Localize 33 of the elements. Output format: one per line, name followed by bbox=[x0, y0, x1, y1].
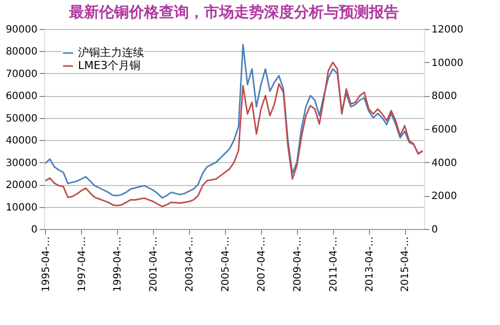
x-tick-label: 2015-04-… bbox=[400, 236, 412, 292]
x-tick-label: 2011-04-… bbox=[328, 236, 340, 292]
x-tick-label: 2009-04-… bbox=[292, 236, 304, 292]
y-tick-label: 20000 bbox=[6, 180, 38, 192]
y2-tick-label: 2000 bbox=[432, 191, 457, 202]
x-tick-label: 1997-04-… bbox=[76, 236, 88, 292]
x-tick-label: 1995-04-… bbox=[40, 236, 52, 292]
x-tick-label: 1999-04-… bbox=[112, 236, 124, 292]
x-tick-label: 2003-04-… bbox=[184, 236, 196, 292]
y2-tick-label: 4000 bbox=[432, 158, 457, 169]
x-tick-label: 2005-04-… bbox=[220, 236, 232, 292]
y-tick-label: 0 bbox=[31, 224, 38, 236]
legend-label: 沪铜主力连续 bbox=[78, 46, 144, 59]
y2-tick-label: 0 bbox=[432, 224, 438, 236]
y2-tick-label: 6000 bbox=[432, 124, 457, 136]
x-tick-label: 2007-04-… bbox=[256, 236, 268, 292]
y-tick-label: 90000 bbox=[6, 24, 38, 36]
y2-tick-label: 10000 bbox=[432, 58, 464, 69]
chart-title: 最新伦铜价格查询，市场走势深度分析与预测报告 bbox=[68, 3, 399, 21]
y-tick-label: 70000 bbox=[6, 68, 38, 80]
y2-tick-label: 8000 bbox=[432, 91, 457, 102]
line-series bbox=[44, 62, 424, 208]
x-tick-label: 2013-04-… bbox=[364, 236, 376, 292]
y-tick-label: 40000 bbox=[6, 136, 38, 147]
line-series bbox=[44, 44, 424, 199]
y-tick-label: 10000 bbox=[6, 202, 38, 214]
y-tick-label: 60000 bbox=[6, 91, 38, 102]
y2-tick-label: 12000 bbox=[432, 24, 464, 36]
y-tick-label: 50000 bbox=[6, 113, 38, 124]
y-tick-label: 80000 bbox=[6, 46, 38, 58]
legend-label: LME3个月铜 bbox=[78, 59, 141, 72]
y-tick-label: 30000 bbox=[6, 158, 38, 169]
x-tick-label: 2001-04-… bbox=[148, 236, 160, 292]
